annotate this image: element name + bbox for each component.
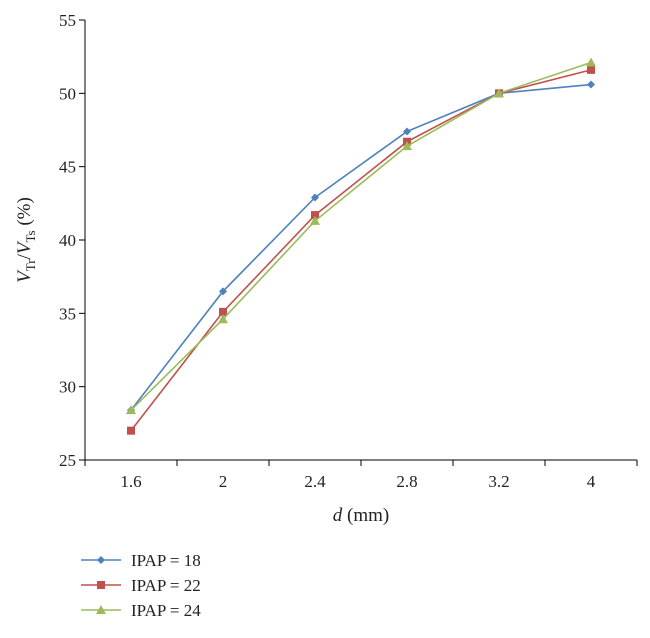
legend: IPAP = 18 IPAP = 22 IPAP = 24 (81, 551, 201, 620)
legend-marker (96, 605, 106, 614)
legend-item: IPAP = 24 (81, 601, 201, 620)
data-point (310, 215, 320, 225)
x-axis-unit: (mm) (342, 505, 389, 526)
data-point (126, 405, 136, 415)
series-line (130, 83, 592, 411)
y-axis-unit: (%) (14, 197, 35, 230)
legend-label: IPAP = 22 (131, 576, 201, 595)
series-2 (127, 65, 595, 435)
data-point (586, 57, 596, 67)
y-tick-label: 35 (59, 304, 76, 323)
y-tick-label: 30 (59, 378, 76, 397)
legend-item: IPAP = 18 (81, 551, 201, 570)
data-point (219, 287, 227, 296)
data-point (311, 211, 319, 220)
series-line (130, 69, 592, 432)
x-tick-label: 2.8 (396, 472, 417, 491)
y-axis-var-1: V (14, 269, 35, 283)
x-tick-label: 3.2 (488, 472, 509, 491)
y-tick-label: 40 (59, 231, 76, 250)
series-3 (126, 57, 596, 415)
data-point (402, 141, 412, 151)
x-tick-label: 1.6 (120, 472, 141, 491)
y-tick-label: 45 (59, 158, 76, 177)
y-axis-sub-2: Ts (23, 230, 38, 242)
legend-label: IPAP = 18 (131, 551, 201, 570)
data-point (403, 127, 411, 136)
y-axis-slash: / (14, 253, 35, 259)
x-axis-title: d (mm) (333, 505, 389, 526)
y-axis-title: VTr/VTs (%) (14, 197, 38, 283)
x-tick-label: 2.4 (304, 472, 326, 491)
x-tick-label: 2 (219, 472, 228, 491)
legend-item: IPAP = 22 (81, 576, 201, 595)
legend-marker (97, 556, 105, 564)
data-point (494, 88, 504, 98)
data-point (311, 193, 319, 202)
legend-marker (97, 581, 105, 589)
series-1 (127, 80, 595, 415)
data-point (587, 80, 595, 89)
x-tick-label: 4 (587, 472, 596, 491)
data-point (218, 314, 228, 324)
x-axis-var: d (333, 505, 343, 526)
data-point (219, 307, 227, 316)
y-axis-var-2: V (14, 240, 35, 254)
y-axis-sub-1: Tr (23, 259, 38, 271)
legend-label: IPAP = 24 (131, 601, 201, 620)
y-tick-label: 55 (59, 11, 76, 30)
y-tick-label: 50 (59, 84, 76, 103)
y-ticks: 25 30 35 40 45 50 55 (59, 11, 85, 470)
plot-area: 25 30 35 40 45 50 55 1.6 2 2.4 2.8 3.2 4 (59, 11, 638, 491)
x-ticks: 1.6 2 2.4 2.8 3.2 4 (84, 460, 638, 491)
data-point (587, 65, 595, 74)
series-line (130, 61, 592, 411)
data-point (127, 426, 135, 435)
series-layer (126, 57, 596, 435)
y-tick-label: 25 (59, 451, 76, 470)
